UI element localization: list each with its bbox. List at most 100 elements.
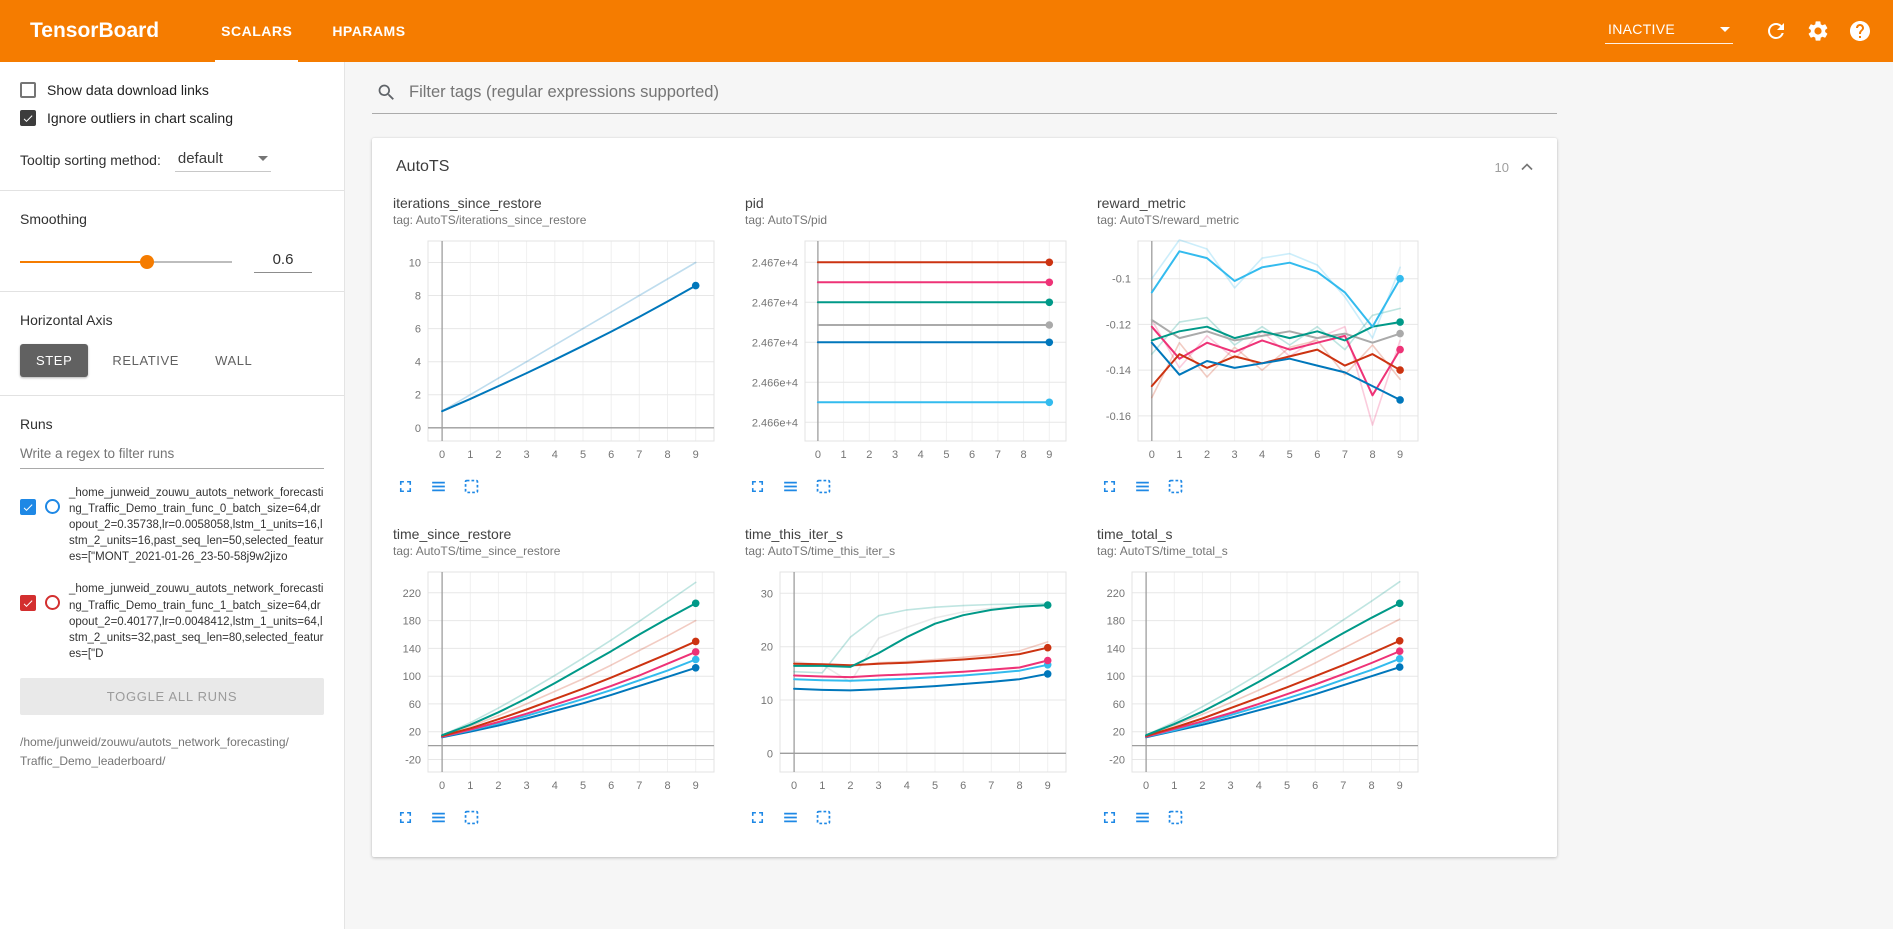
chart-actions	[1100, 808, 1446, 827]
toggle-all-runs-button[interactable]: TOGGLE ALL RUNS	[20, 677, 324, 715]
chart-card: pid tag: AutoTS/pid 0 1 2 3 4 5 6 7 8 9 2.467e+4 2.…	[742, 195, 1094, 496]
tooltip-sorting-dropdown[interactable]: default	[174, 148, 271, 172]
card-title: AutoTS	[396, 158, 450, 175]
slider-track-fill	[20, 261, 148, 263]
fit-domain-icon[interactable]	[1166, 808, 1185, 827]
card-header[interactable]: AutoTS 10	[372, 138, 1557, 189]
chart-title: time_since_restore	[393, 526, 512, 542]
check-icon	[22, 501, 34, 514]
axis-wall-button[interactable]: WALL	[215, 353, 253, 368]
view-data-icon[interactable]	[429, 808, 448, 827]
chart-tag: tag: AutoTS/time_total_s	[1097, 544, 1228, 558]
view-data-icon[interactable]	[1133, 477, 1152, 496]
svg-text:4: 4	[552, 780, 558, 792]
slider-thumb[interactable]	[140, 255, 155, 269]
checkbox-unchecked[interactable]	[20, 82, 36, 98]
svg-text:7: 7	[988, 780, 994, 792]
tag-filter-input[interactable]	[409, 83, 1555, 102]
svg-text:3: 3	[1228, 780, 1234, 792]
checkbox-checked[interactable]	[20, 110, 36, 126]
refresh-button[interactable]	[1755, 10, 1797, 52]
chart-title: time_this_iter_s	[745, 526, 844, 542]
svg-text:1: 1	[467, 449, 473, 461]
svg-text:8: 8	[1369, 449, 1375, 461]
fit-domain-icon[interactable]	[1166, 477, 1185, 496]
svg-text:2: 2	[1204, 449, 1210, 461]
svg-text:-0.12: -0.12	[1106, 319, 1131, 331]
view-data-icon[interactable]	[1133, 808, 1152, 827]
axis-step-button[interactable]: STEP	[20, 344, 89, 377]
chart-actions	[748, 477, 1094, 496]
chart-tag: tag: AutoTS/time_since_restore	[393, 544, 561, 558]
chart-tag: tag: AutoTS/iterations_since_restore	[393, 213, 587, 227]
expand-chart-icon[interactable]	[748, 808, 767, 827]
svg-text:4: 4	[552, 449, 558, 461]
svg-text:5: 5	[1287, 449, 1293, 461]
runs-filter-input[interactable]	[20, 438, 324, 469]
settings-button[interactable]	[1797, 10, 1839, 52]
run-checkbox[interactable]	[20, 499, 36, 515]
svg-text:180: 180	[403, 616, 421, 628]
svg-text:140: 140	[1107, 643, 1125, 655]
expand-chart-icon[interactable]	[748, 477, 767, 496]
expand-chart-icon[interactable]	[1100, 477, 1119, 496]
expand-chart-icon[interactable]	[396, 808, 415, 827]
svg-text:2.467e+4: 2.467e+4	[752, 257, 798, 269]
svg-text:7: 7	[636, 449, 642, 461]
fit-domain-icon[interactable]	[814, 808, 833, 827]
svg-text:1: 1	[841, 449, 847, 461]
fit-domain-icon[interactable]	[462, 808, 481, 827]
run-name: _home_junweid_zouwu_autots_network_forec…	[69, 487, 324, 564]
tab-scalars[interactable]: SCALARS	[201, 0, 312, 62]
expand-chart-icon[interactable]	[396, 477, 415, 496]
svg-text:8: 8	[664, 449, 670, 461]
refresh-icon	[1764, 19, 1788, 43]
axis-relative-button[interactable]: RELATIVE	[112, 353, 180, 368]
run-item[interactable]: _home_junweid_zouwu_autots_network_forec…	[20, 581, 324, 661]
line-chart: 0 1 2 3 4 5 6 7 8 9 -0.1 -0.12 -0.14 -0.16	[1094, 233, 1446, 471]
run-solo-radio[interactable]	[45, 595, 60, 611]
run-solo-radio[interactable]	[45, 499, 60, 514]
svg-text:0: 0	[815, 449, 821, 461]
svg-text:3: 3	[524, 780, 530, 792]
help-icon	[1848, 19, 1872, 43]
expand-chart-icon[interactable]	[1100, 808, 1119, 827]
run-checkbox[interactable]	[20, 595, 36, 612]
tab-hparams[interactable]: HPARAMS	[332, 23, 406, 39]
collapse-card-button[interactable]	[1515, 155, 1539, 179]
svg-text:8: 8	[664, 780, 670, 792]
fit-domain-icon[interactable]	[814, 477, 833, 496]
chart-actions	[1100, 477, 1446, 496]
smoothing-value[interactable]: 0.6	[254, 251, 312, 273]
smoothing-section: Smoothing 0.6	[0, 191, 344, 291]
show-download-links-option[interactable]: Show data download links	[20, 82, 324, 98]
run-item[interactable]: _home_junweid_zouwu_autots_network_forec…	[20, 485, 324, 565]
chevron-up-icon	[1521, 163, 1533, 171]
svg-text:2.466e+4: 2.466e+4	[752, 417, 798, 429]
reload-status-dropdown[interactable]: INACTIVE	[1605, 18, 1733, 44]
chart-title: reward_metric	[1097, 195, 1186, 211]
svg-text:2: 2	[1199, 780, 1205, 792]
view-data-icon[interactable]	[781, 808, 800, 827]
svg-text:180: 180	[1107, 616, 1125, 628]
divider	[0, 395, 344, 396]
top-bar: TensorBoard SCALARS HPARAMS INACTIVE	[0, 0, 1893, 62]
svg-text:6: 6	[969, 449, 975, 461]
view-data-icon[interactable]	[429, 477, 448, 496]
tag-filter-bar	[372, 78, 1557, 114]
view-data-icon[interactable]	[781, 477, 800, 496]
svg-text:3: 3	[1232, 449, 1238, 461]
ignore-outliers-option[interactable]: Ignore outliers in chart scaling	[20, 110, 324, 126]
svg-text:30: 30	[761, 588, 773, 600]
svg-text:8: 8	[1016, 780, 1022, 792]
fit-domain-icon[interactable]	[462, 477, 481, 496]
line-chart: 0 1 2 3 4 5 6 7 8 9 -20 20 60 100 140 180 220	[390, 564, 742, 802]
svg-text:5: 5	[580, 780, 586, 792]
help-button[interactable]	[1839, 10, 1881, 52]
tooltip-sorting-value: default	[177, 150, 223, 167]
line-chart: 0 1 2 3 4 5 6 7 8 9 2.467e+4 2.467e+4 2.467e+4 2.466e…	[742, 233, 1094, 471]
smoothing-slider[interactable]	[20, 255, 232, 269]
svg-text:2.467e+4: 2.467e+4	[752, 337, 798, 349]
chart-tag: tag: AutoTS/pid	[745, 213, 828, 227]
svg-text:100: 100	[403, 671, 421, 683]
